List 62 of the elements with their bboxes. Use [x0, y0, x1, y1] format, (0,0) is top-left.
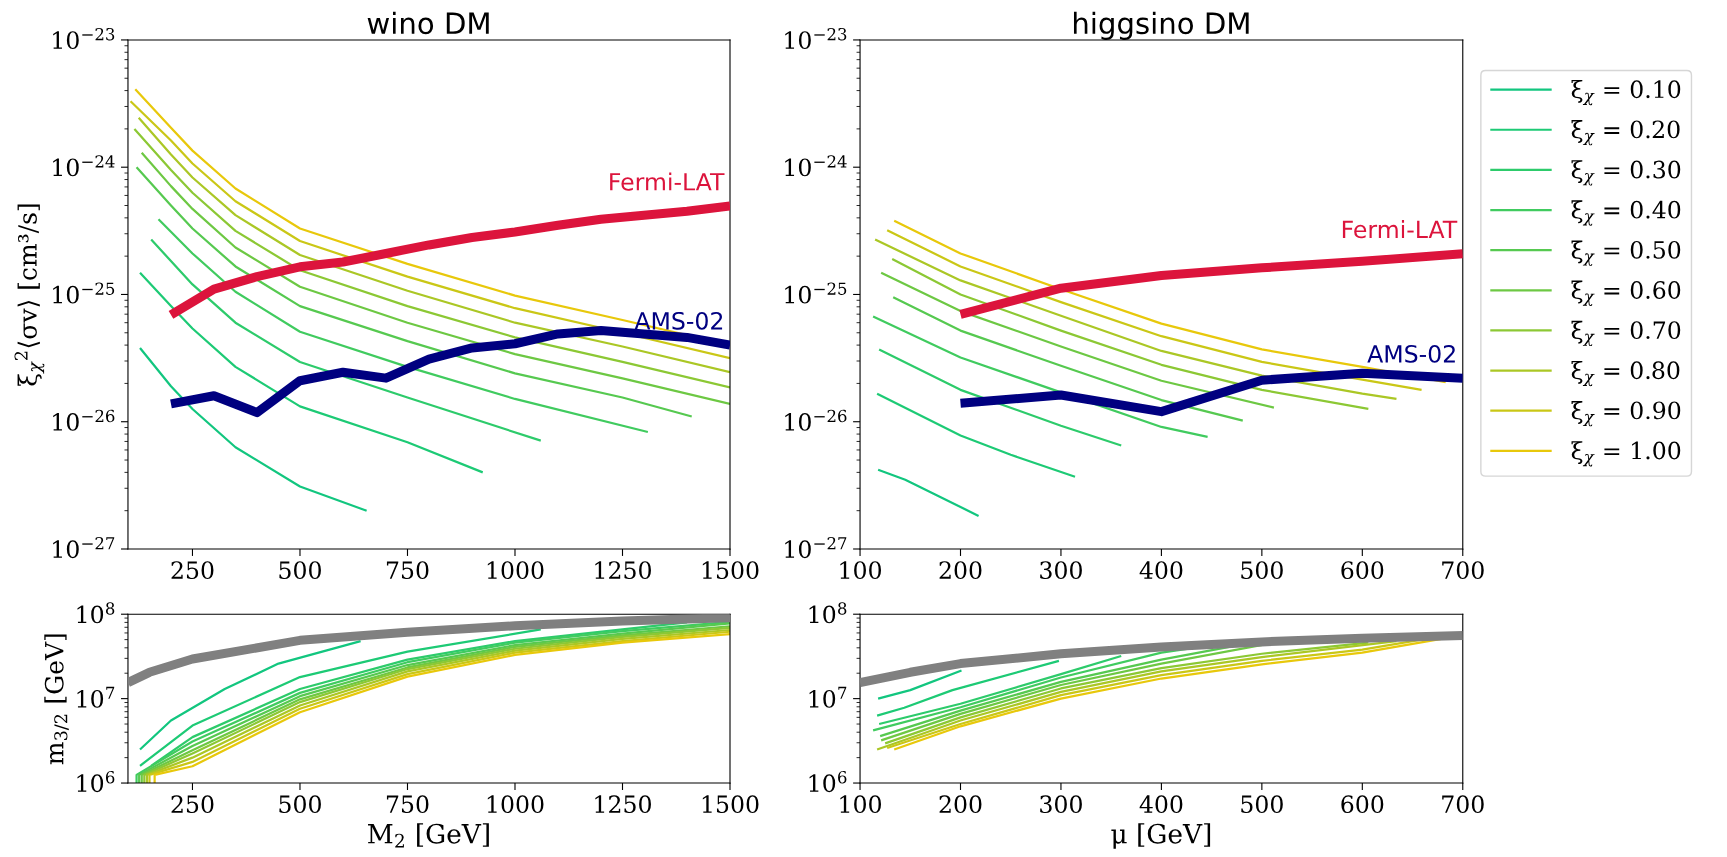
- x-axis-title: μ [GeV]: [1111, 823, 1211, 849]
- legend-label: ξ$_{χ}$ = 0.30: [1571, 160, 1681, 186]
- series-label: Fermi-LAT: [610, 172, 725, 191]
- x-tick-label: 1250: [595, 561, 651, 580]
- legend-label: ξ$_{χ}$ = 0.10: [1571, 79, 1681, 106]
- series-label: AMS-02: [634, 311, 723, 330]
- y-tick-label: 10$^{−23}$: [785, 27, 847, 50]
- y-tick-label: 10$^{−25}$: [785, 282, 847, 304]
- x-tick-label: 1250: [595, 795, 651, 814]
- y-tick-label: 10$^{7}$: [809, 686, 847, 708]
- x-tick-label: 100: [840, 561, 882, 580]
- x-tick-label: 200: [939, 795, 982, 814]
- x-tick-label: 1500: [702, 795, 759, 814]
- x-tick-label: 600: [1341, 561, 1384, 580]
- x-tick-label: 1000: [487, 561, 544, 580]
- y-axis-title: m$_{3/2}$ [GeV]: [44, 634, 69, 765]
- legend-label: ξ$_{χ}$ = 0.80: [1571, 360, 1680, 387]
- x-axis-title: M$_{2}$ [GeV]: [368, 823, 489, 848]
- y-tick-label: 10$^{−25}$: [53, 282, 115, 304]
- x-tick-label: 500: [1241, 795, 1283, 814]
- x-tick-label: 600: [1341, 795, 1384, 814]
- legend-label: ξ$_{χ}$ = 0.40: [1571, 200, 1681, 226]
- y-tick-label: 10$^{−26}$: [785, 409, 847, 431]
- series-label: AMS-02: [1367, 344, 1455, 363]
- x-tick-label: 500: [279, 795, 321, 814]
- x-tick-label: 1500: [702, 561, 759, 580]
- y-tick-label: 10$^{−23}$: [53, 27, 115, 50]
- x-tick-label: 700: [1442, 561, 1484, 580]
- y-tick-label: 10$^{8}$: [77, 602, 115, 624]
- legend-label: ξ$_{χ}$ = 1.00: [1571, 441, 1681, 467]
- chart-title: wino DM: [367, 11, 489, 35]
- x-tick-label: 250: [171, 795, 214, 814]
- legend-label: ξ$_{χ}$ = 0.50: [1571, 240, 1681, 266]
- x-tick-label: 400: [1139, 795, 1183, 814]
- y-tick-label: 10$^{−27}$: [785, 536, 847, 559]
- legend-label: ξ$_{χ}$ = 0.70: [1571, 320, 1681, 347]
- y-tick-label: 10$^{8}$: [809, 602, 847, 624]
- x-tick-label: 400: [1139, 561, 1183, 580]
- x-tick-label: 750: [386, 795, 429, 814]
- y-tick-label: 10$^{−24}$: [785, 155, 847, 177]
- series-label: Fermi-LAT: [1342, 220, 1458, 239]
- y-tick-label: 10$^{−24}$: [53, 155, 115, 177]
- y-tick-label: 10$^{6}$: [77, 771, 115, 793]
- x-tick-label: 750: [386, 561, 429, 580]
- y-tick-label: 10$^{7}$: [77, 686, 115, 708]
- legend-label: ξ$_{χ}$ = 0.20: [1571, 120, 1680, 146]
- y-tick-label: 10$^{6}$: [809, 771, 847, 793]
- x-tick-label: 300: [1040, 561, 1082, 580]
- y-tick-label: 10$^{−26}$: [53, 409, 115, 431]
- x-tick-label: 500: [279, 561, 321, 580]
- x-tick-label: 100: [840, 795, 882, 814]
- x-tick-label: 700: [1442, 795, 1484, 814]
- chart-title: higgsino DM: [1073, 11, 1249, 40]
- x-tick-label: 500: [1241, 561, 1283, 580]
- legend-label: ξ$_{χ}$ = 0.60: [1571, 280, 1681, 306]
- y-axis-title: ξ$_{χ}$$^{2}$⟨σv⟩ [cm³/s]: [14, 204, 45, 386]
- legend-label: ξ$_{χ}$ = 0.90: [1571, 401, 1681, 427]
- x-tick-label: 300: [1040, 795, 1082, 814]
- x-tick-label: 200: [939, 561, 982, 580]
- x-tick-label: 1000: [487, 795, 544, 814]
- x-tick-label: 250: [171, 561, 214, 580]
- y-tick-label: 10$^{−27}$: [53, 536, 115, 559]
